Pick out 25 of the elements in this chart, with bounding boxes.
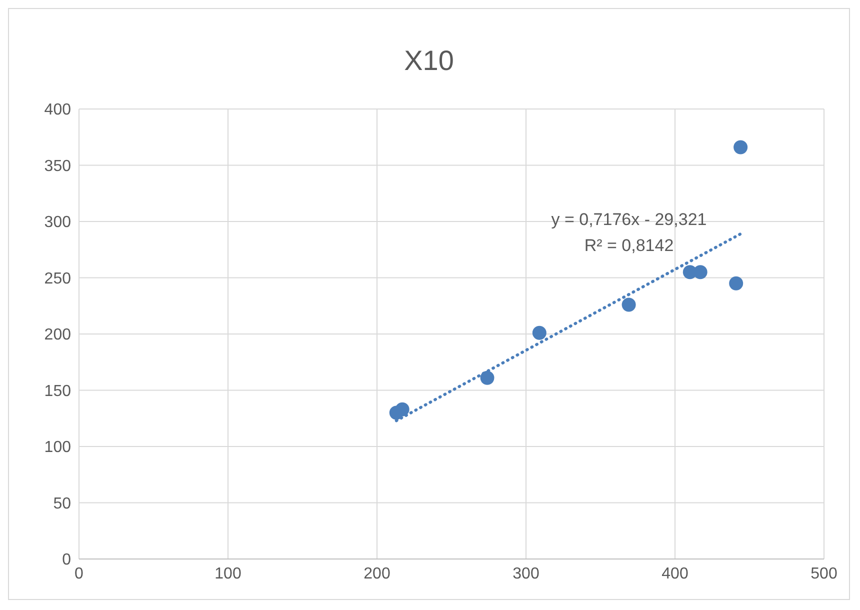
point [693, 265, 708, 280]
x-tick-label: 200 [364, 565, 390, 582]
x-tick-label: 100 [214, 565, 242, 582]
y-tick-label: 50 [53, 495, 72, 512]
x-tick-label: 400 [662, 565, 688, 582]
point [532, 326, 546, 340]
y-tick-label: 150 [44, 382, 72, 400]
point [729, 276, 744, 290]
point [480, 370, 494, 385]
x-tick-label: 0 [74, 565, 84, 582]
point [734, 140, 748, 154]
point [622, 298, 636, 312]
x-tick-label: 500 [810, 565, 838, 582]
y-tick-label: 100 [44, 439, 72, 456]
y-tick-label: 300 [44, 214, 72, 232]
chart-title: X10 [403, 44, 455, 78]
y-tick-label: 250 [44, 270, 72, 288]
y-tick-label: 400 [44, 102, 72, 119]
y-tick-label: 0 [62, 552, 72, 569]
annotation: R² = 0,8142 [583, 235, 675, 257]
y-tick-label: 200 [44, 326, 72, 344]
y-tick-label: 350 [44, 158, 72, 175]
point [395, 402, 410, 416]
x-tick-label: 300 [512, 565, 540, 582]
annotation: y = 0,7176x - 29,321 [550, 209, 708, 231]
